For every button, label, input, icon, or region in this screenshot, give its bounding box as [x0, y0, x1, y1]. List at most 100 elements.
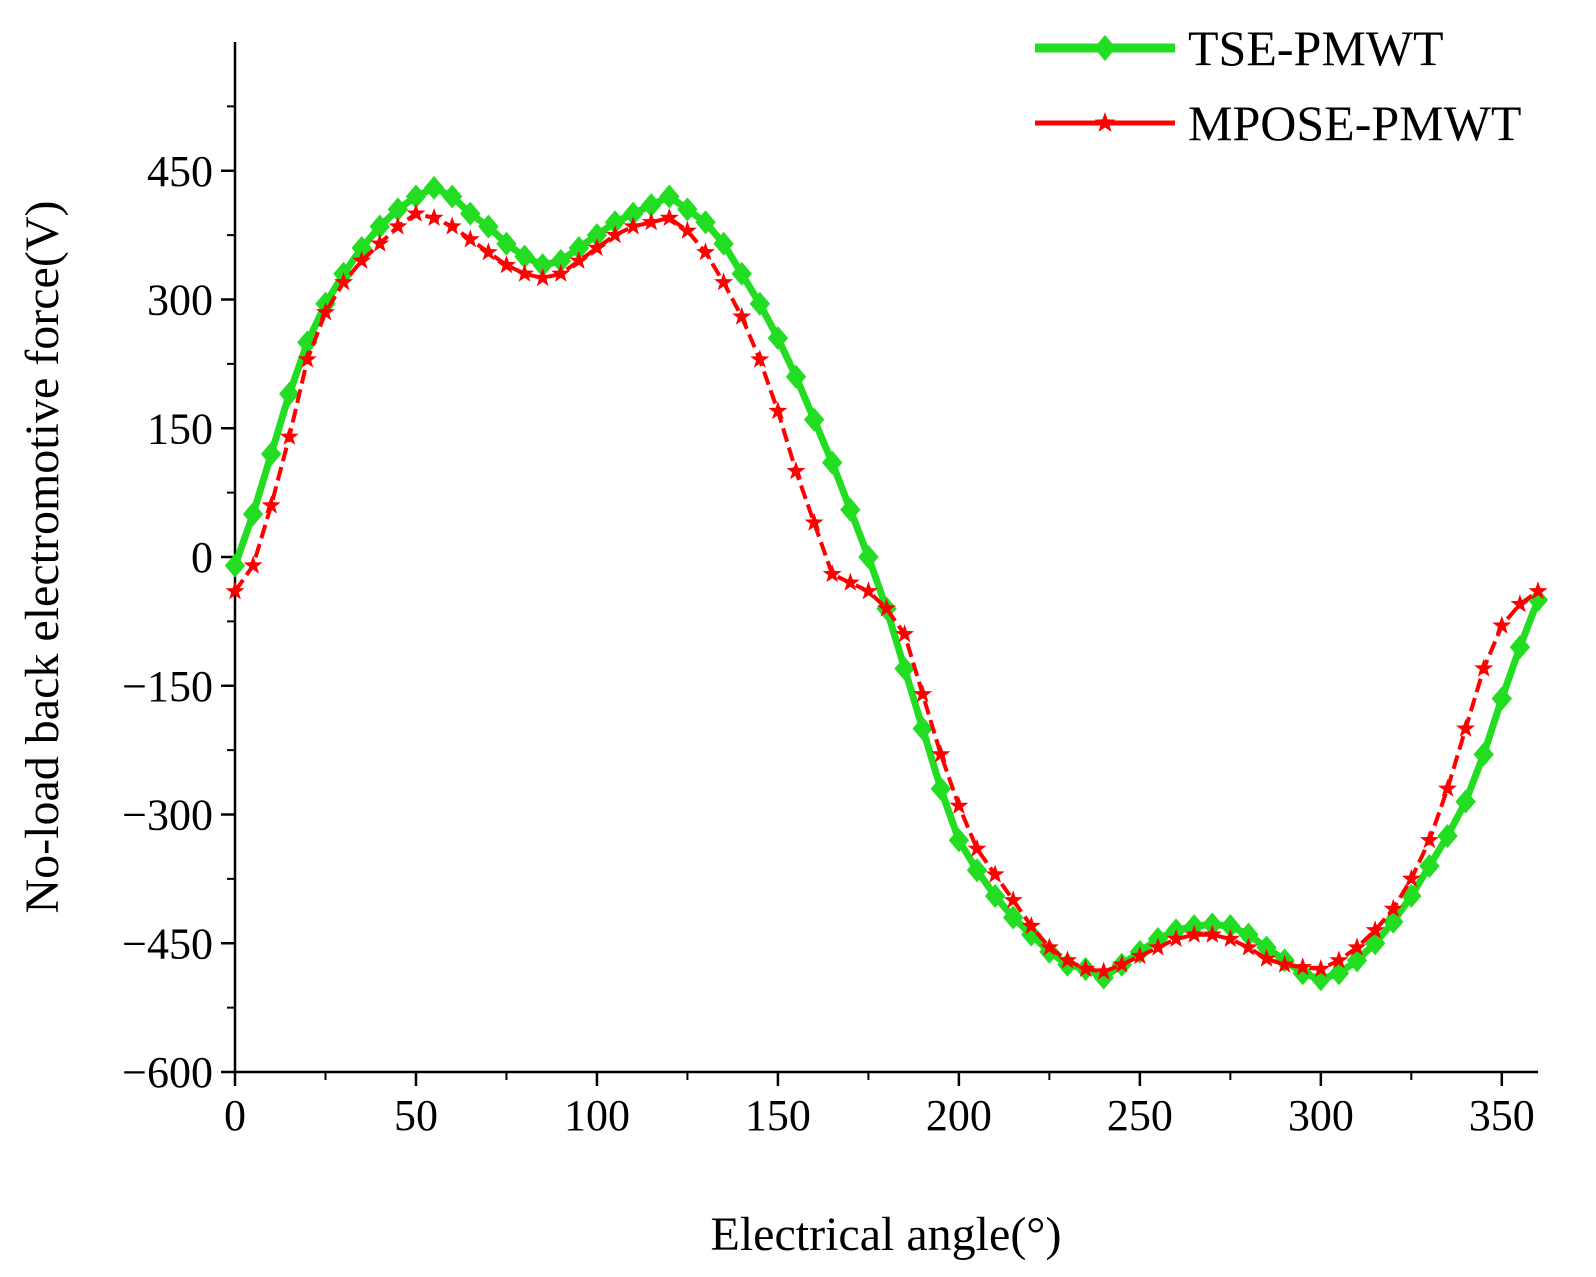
x-axis-title: Electrical angle(°) [711, 1208, 1062, 1261]
data-point-mpose-pmwt [1438, 778, 1457, 797]
y-tick-label: −150 [122, 662, 213, 711]
data-point-mpose-pmwt [406, 203, 426, 222]
data-point-mpose-pmwt [370, 233, 390, 252]
data-point-mpose-pmwt [1311, 959, 1331, 978]
data-point-tse-pmwt [460, 201, 481, 226]
data-point-mpose-pmwt [659, 208, 679, 226]
data-point-mpose-pmwt [388, 216, 408, 235]
data-point-tse-pmwt [478, 214, 499, 239]
data-point-mpose-pmwt [677, 220, 697, 239]
data-point-mpose-pmwt [569, 250, 589, 269]
data-point-tse-pmwt [550, 248, 571, 273]
data-point-mpose-pmwt [1003, 890, 1023, 909]
data-point-mpose-pmwt [1130, 946, 1150, 965]
y-tick-label: 0 [191, 533, 213, 582]
data-point-tse-pmwt [622, 201, 644, 226]
data-point-tse-pmwt [297, 330, 318, 355]
data-point-mpose-pmwt [1293, 957, 1313, 976]
data-point-mpose-pmwt [424, 208, 444, 226]
data-point-mpose-pmwt [1419, 830, 1439, 849]
data-point-mpose-pmwt [1365, 920, 1385, 939]
data-point-tse-pmwt [405, 184, 427, 209]
data-point-mpose-pmwt [225, 581, 245, 600]
data-point-mpose-pmwt [496, 255, 516, 274]
data-point-tse-pmwt [966, 858, 988, 883]
data-point-tse-pmwt [749, 291, 771, 316]
data-point-mpose-pmwt [1220, 929, 1240, 947]
data-point-tse-pmwt [242, 502, 264, 527]
data-point-tse-pmwt [767, 326, 789, 351]
data-point-tse-pmwt [695, 210, 716, 235]
data-point-mpose-pmwt [623, 216, 643, 235]
data-point-mpose-pmwt [515, 263, 535, 282]
x-tick-label: 0 [224, 1091, 246, 1140]
data-point-tse-pmwt [1509, 635, 1531, 660]
data-point-tse-pmwt [785, 364, 807, 389]
series-layer [224, 175, 1549, 992]
data-point-tse-pmwt [984, 884, 1006, 909]
data-point-tse-pmwt [1202, 912, 1223, 937]
data-point-mpose-pmwt [641, 212, 661, 231]
data-point-mpose-pmwt [1184, 924, 1204, 943]
data-point-mpose-pmwt [1166, 929, 1186, 947]
data-point-mpose-pmwt [1474, 658, 1494, 677]
data-point-mpose-pmwt [804, 512, 824, 531]
data-point-tse-pmwt [369, 214, 390, 239]
data-point-tse-pmwt [568, 236, 590, 260]
data-point-mpose-pmwt [1456, 718, 1476, 737]
data-point-tse-pmwt [659, 184, 680, 209]
data-point-mpose-pmwt [895, 624, 915, 643]
data-point-tse-pmwt [1401, 884, 1422, 909]
data-point-mpose-pmwt [1076, 959, 1096, 978]
y-tick-label: 150 [147, 404, 213, 453]
data-point-mpose-pmwt [1383, 898, 1403, 917]
data-point-mpose-pmwt [442, 216, 462, 235]
data-point-mpose-pmwt [261, 495, 281, 514]
data-point-tse-pmwt [894, 656, 915, 681]
data-point-mpose-pmwt [587, 238, 607, 257]
data-point-tse-pmwt [423, 175, 445, 200]
data-point-tse-pmwt [948, 828, 970, 853]
data-point-mpose-pmwt [877, 598, 896, 617]
data-point-tse-pmwt [387, 197, 409, 222]
data-point-tse-pmwt [279, 381, 300, 406]
data-point-mpose-pmwt [1401, 868, 1421, 887]
data-point-mpose-pmwt [786, 461, 806, 480]
axes [233, 42, 1538, 1074]
data-point-mpose-pmwt [1257, 948, 1277, 967]
data-point-mpose-pmwt [949, 795, 969, 814]
data-point-mpose-pmwt [732, 306, 752, 325]
data-point-mpose-pmwt [931, 744, 951, 763]
legend: TSE-PMWT MPOSE-PMWT [1035, 20, 1521, 151]
legend-item-mpose-pmwt: MPOSE-PMWT [1035, 95, 1521, 151]
data-point-mpose-pmwt [1039, 937, 1059, 956]
data-point-mpose-pmwt [605, 225, 625, 244]
data-point-mpose-pmwt [858, 581, 878, 600]
data-point-tse-pmwt [912, 716, 933, 741]
data-point-mpose-pmwt [1492, 615, 1512, 634]
data-point-tse-pmwt [677, 197, 698, 222]
data-point-mpose-pmwt [696, 242, 715, 261]
x-tick-label: 200 [926, 1091, 992, 1140]
data-point-mpose-pmwt [1510, 594, 1530, 613]
data-point-mpose-pmwt [1094, 961, 1114, 980]
data-point-tse-pmwt [260, 442, 282, 466]
y-tick-label: −300 [122, 791, 213, 840]
data-point-mpose-pmwt [1238, 937, 1258, 956]
data-point-mpose-pmwt [460, 229, 480, 248]
data-point-tse-pmwt [803, 407, 825, 432]
data-point-tse-pmwt [1002, 905, 1024, 930]
data-point-tse-pmwt [1437, 823, 1458, 848]
data-point-tse-pmwt [1310, 967, 1332, 992]
legend-label-mpose-pmwt: MPOSE-PMWT [1188, 95, 1521, 151]
data-point-tse-pmwt [586, 223, 608, 248]
data-point-mpose-pmwt [297, 349, 317, 368]
data-point-tse-pmwt [731, 261, 752, 286]
data-point-mpose-pmwt [551, 263, 571, 282]
data-point-mpose-pmwt [1021, 916, 1041, 935]
data-point-tse-pmwt [1220, 914, 1241, 939]
legend-item-tse-pmwt: TSE-PMWT [1035, 20, 1444, 76]
data-point-tse-pmwt [840, 497, 861, 522]
y-ticks: −600 −450 −300 −150 0 150 300 450 [122, 105, 235, 1097]
